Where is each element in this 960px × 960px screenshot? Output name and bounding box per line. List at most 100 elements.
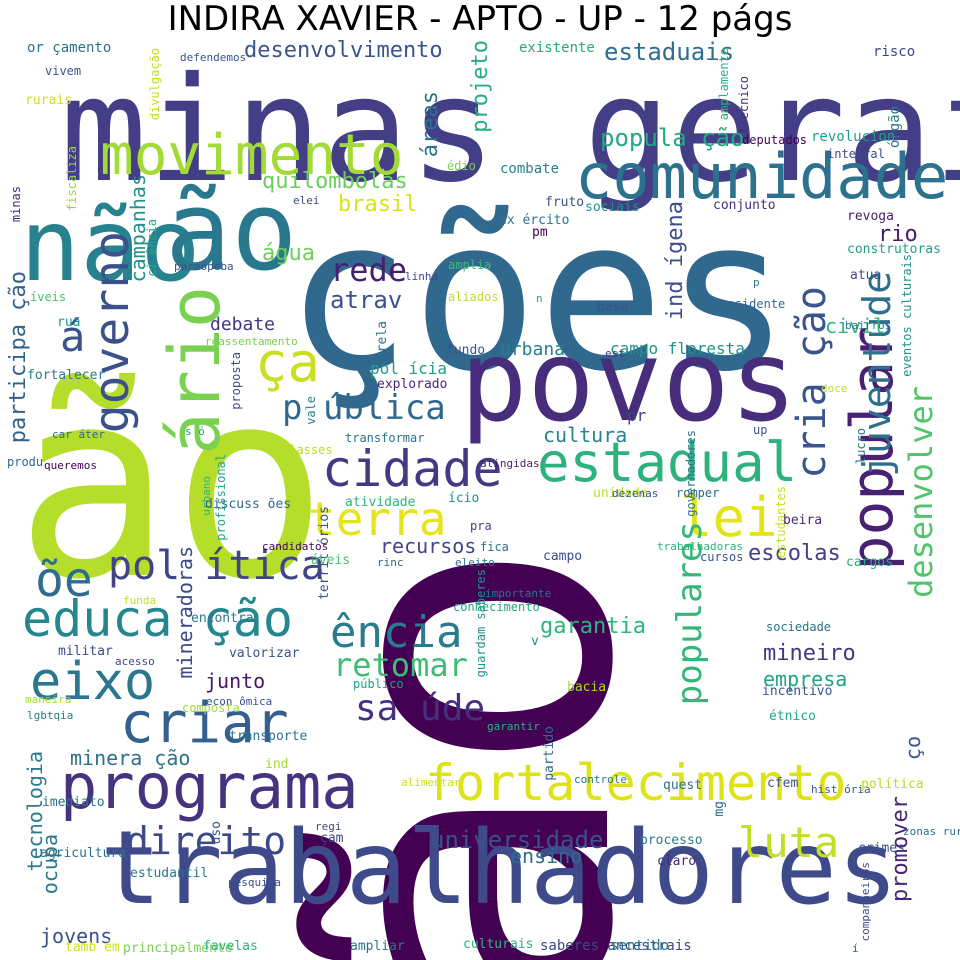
cloud-word-luta: luta [738, 818, 840, 867]
cloud-word-junto: junto [205, 669, 266, 693]
cloud-word-n: n [536, 292, 543, 305]
cloud-word-cargos: cargos [846, 555, 893, 570]
cloud-word-quest: quest [663, 778, 703, 793]
cloud-word-partido: partido [542, 726, 557, 781]
cloud-word-mineiro: mineiro [763, 641, 856, 666]
cloud-word-garantir: garantir [487, 720, 540, 733]
cloud-word-pesquisa: pesquisa [228, 876, 281, 889]
cloud-word-fortalecimento: fortalecimento [425, 754, 847, 812]
cloud-word-rua: rua [57, 315, 81, 330]
cloud-word-doce: doce [821, 382, 848, 395]
cloud-word-ocupa: ocupa [38, 834, 62, 895]
cloud-word-atua: atua [850, 268, 882, 283]
cloud-word-construtoras: construtoras [847, 242, 941, 257]
cloud-word-movimento: movimento [100, 123, 404, 188]
cloud-word-claro: claro [657, 854, 697, 869]
cloud-word-rio: rio [878, 222, 918, 247]
cloud-word-brasil: brasil [338, 192, 418, 217]
cloud-word-crimes: crimes [858, 841, 905, 856]
cloud-word-icio: ício [448, 491, 480, 506]
cloud-word-cam: çam [320, 831, 344, 846]
cloud-word-importante: importante [485, 587, 552, 600]
cloud-word-explorado: explorado [377, 377, 448, 392]
cloud-word-ca: ça [255, 331, 321, 394]
cloud-word-controle: controle [574, 773, 627, 786]
cloud-word-politica: política [861, 777, 924, 792]
cloud-word-agricultura: agricultura [40, 846, 127, 861]
cloud-word-a: á [60, 312, 86, 361]
cloud-word-deputados: deputados [742, 133, 808, 147]
cloud-word-pr: pr [627, 406, 647, 425]
cloud-word-eleito: eleito [455, 556, 495, 569]
cloud-word-povos: povos [460, 317, 798, 447]
cloud-word-divulgacao: divulgação [148, 48, 162, 121]
cloud-word-i: í [852, 942, 859, 955]
cloud-word-hist-oria: hist ória [811, 783, 871, 796]
cloud-word-participa-cao: participa ção [6, 271, 31, 444]
cloud-word-v: v [531, 634, 539, 649]
cloud-word-atingidas: atingidas [480, 457, 540, 470]
cloud-word-encontra: encontra [191, 611, 254, 626]
cloud-word-universidade: universidade [430, 826, 604, 854]
cloud-word-minas: minas [9, 186, 23, 223]
cloud-word-paraopeba: paraopeba [174, 260, 234, 273]
cloud-word-saberes-ancestrais: saberes ancestrais [540, 938, 692, 954]
cloud-word-amplamente: amplamente [717, 48, 731, 121]
cloud-word-quilombolas: quilombolas [262, 169, 408, 194]
cloud-word-ind: ind [265, 757, 289, 772]
cloud-word-empresa: empresa [763, 667, 848, 691]
cloud-word-sentido: sentido [610, 938, 670, 954]
cloud-word-amplia: amplia [448, 258, 492, 272]
cloud-word-valorizar: valorizar [229, 646, 300, 661]
cloud-word-atrav: atrav [330, 286, 403, 314]
cloud-word-conhecimento: conhecimento [453, 600, 540, 614]
cloud-word-lucro: lucro [854, 428, 868, 465]
cloud-word-urbana: urbana [500, 339, 566, 360]
cloud-word-agua: água [262, 241, 315, 266]
cloud-word-proposta: proposta [229, 352, 243, 410]
cloud-word-popula-cao: popula ção [600, 124, 745, 152]
cloud-word-linha: linha [405, 270, 439, 283]
cloud-word-etnico: étnico [769, 709, 816, 724]
figure-title: INDIRA XAVIER - APTO - UP - 12 págs [167, 0, 793, 39]
cloud-word-zonas-rurais: zonas rurais [903, 825, 960, 838]
cloud-word-atividade: atividade [345, 495, 416, 510]
cloud-word-culturais: culturais [463, 937, 534, 952]
cloud-word-edio: édio [447, 159, 476, 173]
cloud-word-combate: combate [500, 161, 560, 177]
cloud-word-ampliar: ampliar [350, 939, 405, 954]
cloud-word-processo: processo [640, 833, 703, 848]
cloud-word-estudantil: estudantil [130, 866, 209, 881]
cloud-word-elei: elei [293, 194, 320, 207]
cloud-word-s-o: s ó [185, 425, 205, 438]
cloud-word-minera-cao: minera ção [70, 746, 191, 770]
cloud-word-fundo: fundo [446, 343, 486, 358]
cloud-word-minas-gerais: minas gerais [60, 46, 960, 215]
cloud-word-estaduais: estaduais [604, 38, 735, 66]
cloud-word-funda: funda [123, 594, 157, 607]
cloud-word-militar: militar [58, 644, 113, 659]
cloud-word-pol-itica: pol ítica [108, 543, 325, 589]
cloud-word-unidade: unidade [593, 486, 648, 501]
cloud-word-rinc: rinc [377, 556, 404, 569]
cloud-word-beira: beira [783, 513, 823, 528]
cloud-word-governadores: governadores [684, 430, 698, 517]
cloud-word-produ: produ [7, 455, 44, 469]
cloud-word-fiscaliza: fiscaliza [65, 146, 79, 212]
cloud-word-publico: público [353, 677, 404, 691]
cloud-word-rurais: rurais [25, 93, 72, 108]
cloud-word-defendemos: defendemos [180, 51, 247, 64]
cloud-word-rede: rede [330, 251, 408, 289]
cloud-word-cultura: cultura [543, 423, 628, 447]
cloud-word-desenvolver: desenvolver [902, 386, 940, 598]
cloud-word-sa-ude: sa úde [355, 688, 486, 729]
cloud-word-classes: classes [282, 443, 333, 457]
cloud-word-vivem: vivem [45, 64, 82, 78]
cloud-word-discuss-oes: discuss ões [205, 497, 292, 512]
cloud-word-transporte: transporte [229, 729, 308, 744]
cloud-word-romper: romper [676, 486, 720, 500]
cloud-word-cfem: cfem [767, 776, 799, 791]
cloud-word-ind-igena: ind ígena [663, 201, 688, 321]
cloud-word-pra: pra [470, 519, 492, 533]
cloud-word-p-ublica: p ública [282, 388, 446, 428]
